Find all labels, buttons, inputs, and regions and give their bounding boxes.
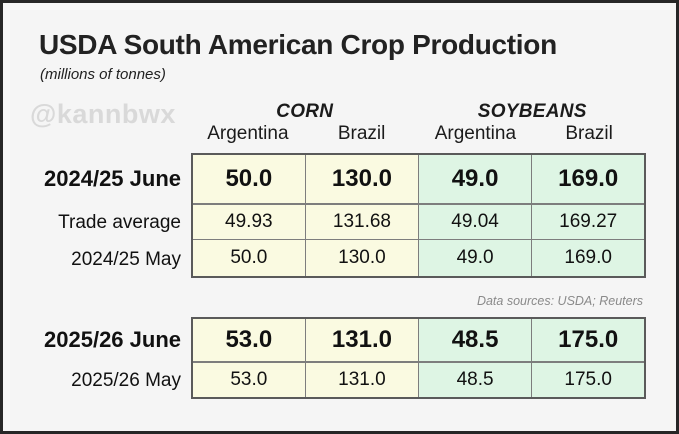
value-cell: 53.0 — [193, 362, 305, 397]
lower-data-table: 53.0 131.0 48.5 175.0 53.0 131.0 48.5 17… — [191, 317, 646, 399]
value-cell: 131.68 — [306, 204, 418, 239]
row-label-2024-25-june: 2024/25 June — [44, 166, 181, 191]
value-cell: 48.5 — [419, 319, 531, 361]
column-label-soy-argentina: Argentina — [434, 123, 517, 144]
country-column-header: Argentina Brazil Argentina Brazil — [191, 123, 646, 145]
upper-data-table: 50.0 130.0 49.0 169.0 49.93 131.68 49.04… — [191, 153, 646, 278]
row-label-2024-25-may: 2024/25 May — [71, 249, 181, 270]
page-title: USDA South American Crop Production — [39, 29, 557, 60]
value-cell: 175.0 — [532, 319, 644, 361]
value-cell: 169.27 — [532, 204, 644, 239]
value-cell: 53.0 — [193, 319, 305, 361]
column-label-corn-argentina: Argentina — [207, 123, 289, 144]
upper-table-row-labels: 2024/25 June Trade average 2024/25 May — [3, 153, 181, 279]
lower-table-row-labels: 2025/26 June 2025/26 May — [3, 317, 181, 399]
value-cell: 50.0 — [193, 155, 305, 203]
row-label-2025-26-may: 2025/26 May — [71, 369, 181, 391]
value-cell: 48.5 — [419, 362, 531, 397]
commodity-group-header: CORN SOYBEANS — [191, 101, 646, 123]
value-cell: 49.0 — [419, 155, 531, 203]
units-subtitle: (millions of tonnes) — [40, 66, 166, 83]
value-cell: 130.0 — [306, 240, 418, 276]
column-label-corn-brazil: Brazil — [337, 123, 386, 144]
row-label-2025-26-june: 2025/26 June — [44, 326, 181, 352]
value-cell: 175.0 — [532, 362, 644, 397]
value-cell: 49.04 — [419, 204, 531, 239]
value-cell: 131.0 — [306, 362, 418, 397]
value-cell: 130.0 — [306, 155, 418, 203]
data-sources-note: Data sources: USDA; Reuters — [476, 294, 643, 308]
value-cell: 49.93 — [193, 204, 305, 239]
row-label-trade-average: Trade average — [58, 212, 181, 233]
value-cell: 131.0 — [306, 319, 418, 361]
watermark-handle: @kannbwx — [30, 99, 176, 129]
group-label-corn: CORN — [276, 101, 334, 122]
value-cell: 50.0 — [193, 240, 305, 276]
value-cell: 49.0 — [419, 240, 531, 276]
value-cell: 169.0 — [532, 240, 644, 276]
group-label-soybeans: SOYBEANS — [477, 101, 587, 122]
column-label-soy-brazil: Brazil — [565, 123, 613, 144]
value-cell: 169.0 — [532, 155, 644, 203]
